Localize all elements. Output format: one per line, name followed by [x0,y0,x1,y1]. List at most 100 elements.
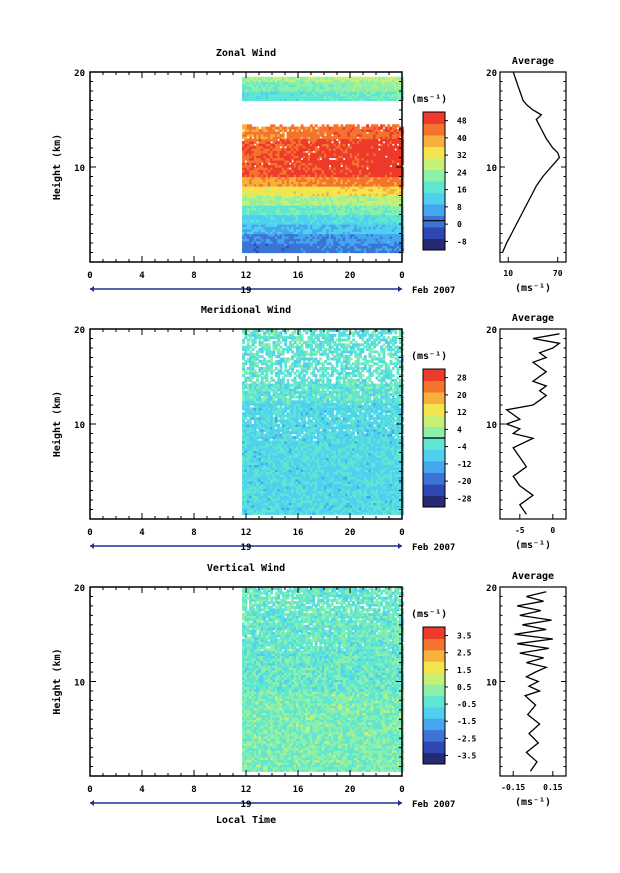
heatmap-cell [345,197,348,201]
heatmap-cell [310,247,313,251]
heatmap-cell [398,205,402,208]
heatmap-cell [354,212,358,216]
heatmap-cell [354,188,358,192]
heatmap-cell [284,243,288,246]
heatmap-cell [361,224,365,227]
heatmap-cell [349,193,353,197]
heatmap-cell [377,228,381,232]
heatmap-cell [246,197,250,201]
heatmap-cell [391,231,395,235]
heatmap-cell [281,240,285,244]
heatmap-cell [354,195,358,199]
heatmap-cell [366,190,369,194]
heatmap-cell [377,188,381,192]
heatmap-cell [295,202,299,206]
heatmap-cell [242,216,245,220]
heatmap-cell [302,240,306,244]
heatmap-cell [265,195,269,199]
heatmap-cell [281,221,285,225]
heatmap-cell [361,197,365,201]
heatmap-cell [295,188,299,192]
heatmap-cell [284,231,288,235]
heatmap-cell [375,202,379,206]
heatmap-cell [338,197,341,201]
y-axis-label: Height (km) [51,134,63,200]
heatmap-cell [274,193,278,197]
heatmap-cell [338,250,341,254]
heatmap-cell [331,205,334,208]
heatmap-cell [326,219,330,223]
heatmap-cell [328,214,332,218]
heatmap-cell [342,240,346,244]
heatmap-cell [345,195,348,199]
x-tick-label: 16 [293,271,304,281]
heatmap-cell [258,214,262,218]
heatmap-cell [345,207,348,211]
heatmap-cell [291,233,295,237]
heatmap-cell [354,250,358,254]
heatmap-cell [331,202,334,206]
heatmap-cell [288,235,292,239]
heatmap-cell [265,238,269,242]
heatmap-cell [277,205,281,208]
heatmap-cell [319,195,323,199]
heatmap-cell [312,200,316,204]
heatmap-cell [302,202,306,206]
heatmap-cell [342,245,346,249]
heatmap-cell [249,245,252,249]
heatmap-cell [359,219,362,223]
heatmap-cell [370,235,374,239]
heatmap-cell [260,228,264,232]
heatmap-cell [368,226,372,230]
heatmap-cell [394,240,398,244]
heatmap-cell [382,233,386,237]
heatmap-cell [398,228,402,232]
heatmap-cell [387,202,391,206]
heatmap-cell [251,212,255,216]
heatmap-cell [321,190,325,194]
heatmap-cell [281,195,285,199]
heatmap-cell [263,250,267,254]
heatmap-cell [314,200,318,204]
heatmap-cell [291,207,295,211]
heatmap-cell [295,209,299,213]
heatmap-cell [281,209,285,213]
heatmap-cell [384,247,388,251]
heatmap-cell [354,238,358,242]
heatmap-cell [398,197,402,201]
heatmap-cell [272,240,276,244]
heatmap-cell [258,240,262,244]
heatmap-cell [352,197,355,201]
heatmap-cell [265,214,269,218]
heatmap-cell [398,216,402,220]
heatmap-cell [244,202,248,206]
heatmap-cell [384,228,388,232]
heatmap-cell [317,224,320,227]
heatmap-cell [356,205,360,208]
colorbar-swatch [423,204,445,216]
heatmap-cell [305,219,309,223]
heatmap-cell [295,221,299,225]
heatmap-cell [373,233,376,237]
heatmap-cell [347,197,351,201]
heatmap-cell [345,190,348,194]
heatmap-cell [361,243,365,246]
heatmap-cell [310,240,313,244]
heatmap-cell [317,243,320,246]
heatmap-cell [244,245,248,249]
colorbar-swatch [423,123,445,136]
heatmap-cell [359,245,362,249]
heatmap-cell [258,205,262,208]
heatmap-cell [338,235,341,239]
heatmap-cell [281,212,285,216]
heatmap-cell [281,231,285,235]
heatmap-cell [288,231,292,235]
heatmap-cell [295,233,299,237]
heatmap-cell [326,221,330,225]
heatmap-cell [291,235,295,239]
heatmap-cell [300,205,304,208]
heatmap-cell [352,221,355,225]
heatmap-cell [361,228,365,232]
heatmap-cell [354,233,358,237]
heatmap-cell [258,197,262,201]
